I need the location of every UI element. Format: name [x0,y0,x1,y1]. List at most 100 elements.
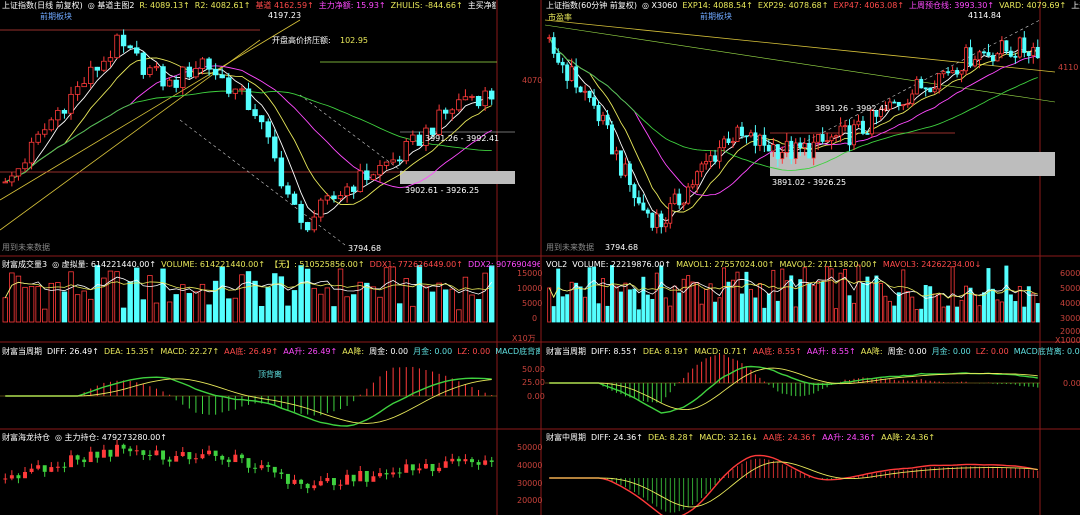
position-bar [364,470,369,482]
candle [173,79,179,88]
position-bar [49,467,54,472]
candle [964,47,969,72]
position-bar [75,455,80,460]
header-item: 财富中周期 [546,433,586,442]
candle [793,142,798,159]
candle [81,83,87,88]
indicator-line [549,461,1038,508]
position-bar [338,484,343,486]
volume-bar [285,305,291,323]
volume-bar [748,288,753,323]
volume-bar [618,291,623,323]
volume-bar [180,284,186,323]
candle [416,134,423,146]
position-bar [62,466,67,468]
candle [482,90,488,107]
position-bar [167,459,172,462]
candle [690,184,695,188]
volume-bar [708,283,713,323]
candle [311,216,317,231]
position-bar [450,458,455,462]
volume-bar [212,280,219,323]
candle [959,70,964,75]
volume-bar [278,276,285,323]
header-item: AA底: 24.36↑ [763,433,818,442]
position-bar [239,454,244,459]
volume-bar [583,296,588,323]
candle [245,88,252,111]
volume-bar [784,280,789,323]
volume-bar [166,301,173,323]
volume-bar [140,299,147,323]
candle [852,124,856,146]
volume-bar [252,280,258,323]
candle [704,161,709,165]
header-item: AA升: 8.55↑ [806,347,856,356]
candle [258,115,265,123]
candle [847,125,852,146]
volume-bar [556,268,561,323]
volume-bar [623,282,628,323]
candle [147,67,153,75]
volume-bar [632,288,637,323]
volume-bar [636,309,641,323]
volume-bar [735,271,740,323]
candle [462,96,469,101]
position-bar [463,459,468,462]
candle [166,79,173,87]
volume-bar [469,294,475,323]
candle [632,184,637,199]
position-bar [154,450,159,456]
candle [442,109,449,114]
volume-bar [753,297,758,323]
volume-bar [15,275,22,323]
volume-bar [364,282,370,323]
volume-bar [990,288,995,323]
volume-bar [641,276,646,323]
volume-bar [677,292,682,323]
position-bar [134,450,139,452]
candle [88,66,94,85]
volume-bar [874,275,879,323]
annotation: 市盈率 [548,13,572,22]
candle [114,34,120,59]
position-bar [174,455,179,462]
volume-bar [173,294,179,323]
volume-bar [560,296,565,323]
volume-bar [775,300,780,323]
position-bar [253,467,258,469]
volume-bar [456,309,462,323]
candle [659,213,664,228]
axis-label: 0.00 [1063,379,1080,388]
candle [596,104,601,122]
volume-bar [932,293,937,323]
position-bar [404,464,409,473]
volume-bar [1026,286,1031,323]
axis-label: 6000 [1060,269,1080,278]
position-bar [193,458,198,460]
volume-bar [807,283,812,323]
volume-bar [9,272,15,323]
candle [811,141,816,159]
position-bar [345,474,350,485]
candle [645,209,650,214]
candle [574,66,579,88]
position-bar [220,455,225,460]
header-item: 月金: 0.00 [413,347,453,356]
volume-bar [726,281,731,323]
candle [265,121,271,138]
candle [856,120,861,126]
candle [829,136,834,142]
candle [865,133,870,135]
candle [892,101,897,104]
candle [1022,37,1027,53]
candle [475,95,482,107]
candle [127,45,133,49]
volume-bar [574,282,579,323]
candle [583,90,588,93]
candle [668,203,673,224]
volume-bar [42,308,48,323]
candle [15,168,22,177]
